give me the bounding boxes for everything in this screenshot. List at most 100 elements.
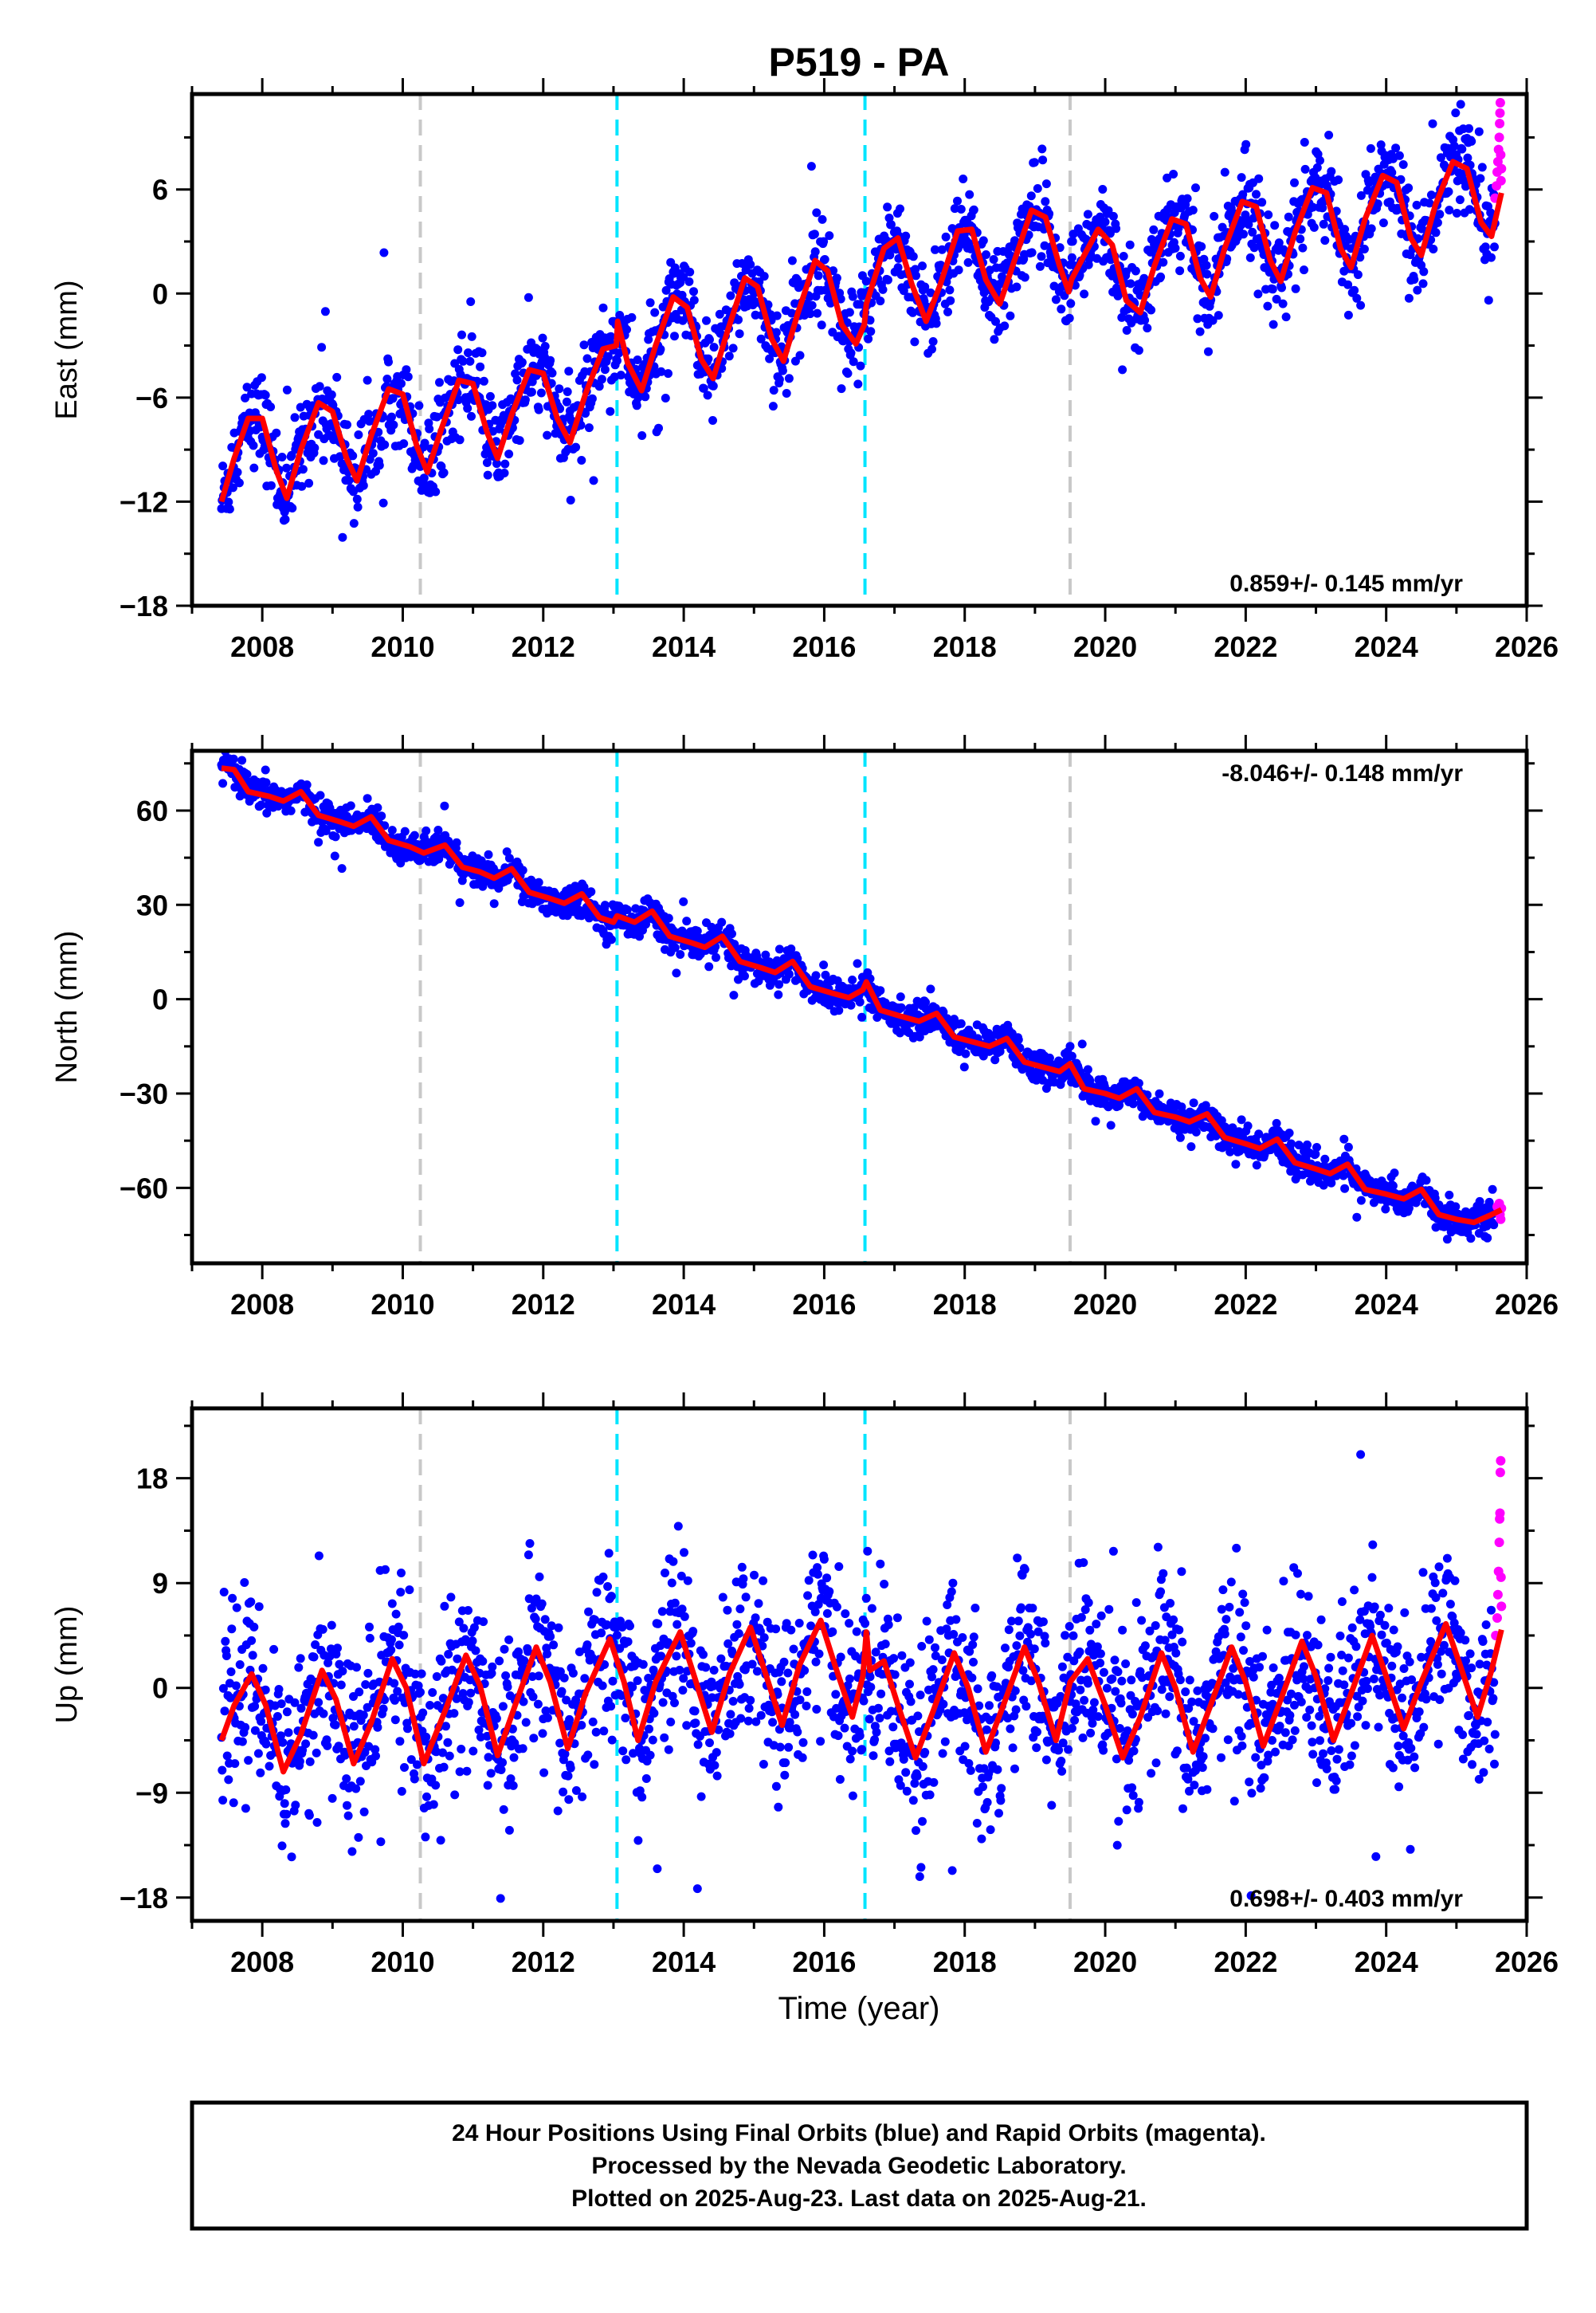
final-point [269,1644,279,1654]
final-point [1188,206,1198,215]
final-point [1311,1149,1320,1159]
final-point [489,899,499,909]
final-point [1488,1184,1497,1194]
final-point [849,357,858,367]
final-point [272,428,281,438]
final-point [580,1674,590,1683]
final-point [455,435,465,445]
final-point [582,354,592,363]
final-point [969,205,978,214]
final-point [504,1825,514,1835]
final-point [433,826,443,834]
final-point [584,1607,594,1616]
final-point [1449,141,1459,151]
final-point [280,1799,289,1808]
final-point [397,1569,406,1577]
final-point [280,515,290,524]
final-point [1445,206,1454,215]
final-point [280,1819,290,1828]
final-point [241,1722,250,1732]
final-point [1204,347,1213,356]
final-point [416,1687,425,1697]
final-point [363,1668,373,1678]
final-point [437,1656,446,1666]
final-point [1359,245,1369,253]
final-point [810,230,819,239]
final-point [1300,138,1309,147]
final-point [1414,234,1423,243]
final-point [670,1698,679,1707]
final-point [1195,327,1205,336]
final-point [577,1721,586,1730]
rapid-point [1496,163,1507,174]
final-point [338,532,347,542]
final-point [1065,313,1074,323]
final-point [564,1795,574,1804]
final-point [1125,240,1135,249]
x-tick-label: 2018 [933,630,997,663]
final-point [709,1666,719,1675]
final-point [440,1601,449,1611]
final-point [228,1593,237,1603]
final-point [474,1726,484,1734]
final-point [244,1756,253,1765]
final-point [376,1837,386,1847]
final-point [670,332,679,341]
final-point [1270,221,1280,230]
final-point [265,1761,274,1771]
final-point [378,498,388,508]
final-point [439,468,449,477]
final-point [222,1651,231,1660]
final-point [1238,190,1248,199]
x-tick-label: 2010 [371,1288,434,1321]
final-point [354,430,363,439]
final-point [290,413,300,422]
final-point [693,1740,703,1749]
final-point [682,1721,692,1730]
final-point [1038,155,1048,165]
final-point [587,1653,597,1663]
final-point [653,1864,662,1874]
final-point [606,1592,616,1601]
final-point [1269,320,1278,329]
final-point [1381,1204,1390,1214]
final-point [266,481,276,490]
final-point [343,1811,353,1820]
final-point [679,897,688,906]
final-point [657,1607,667,1616]
final-point [531,1594,541,1604]
final-point [883,202,892,212]
final-point [535,1572,544,1581]
final-point [1428,119,1437,128]
final-point [1312,163,1322,172]
final-point [317,343,327,352]
final-point [536,388,546,398]
final-point [1398,160,1408,169]
final-point [1334,175,1343,185]
final-point [591,1727,601,1737]
final-point [323,1741,332,1750]
final-point [723,1639,733,1648]
final-point [1340,1184,1350,1193]
final-point [340,1750,350,1760]
final-point [312,1818,322,1827]
final-point [541,1706,551,1715]
final-point [712,1748,721,1757]
final-point [637,1793,647,1802]
final-point [387,826,397,835]
final-point [394,1640,404,1650]
final-point [304,1811,314,1820]
final-point [1000,321,1010,331]
final-point [379,248,389,257]
final-point [439,1762,449,1772]
final-point [393,1687,402,1696]
final-point [1147,305,1156,315]
final-point [1429,245,1438,253]
final-point [371,1751,380,1761]
final-point [483,470,492,480]
final-point [290,1698,300,1707]
final-point [878,285,888,294]
final-point [589,476,598,485]
final-point [500,1644,509,1654]
final-point [257,1717,266,1726]
